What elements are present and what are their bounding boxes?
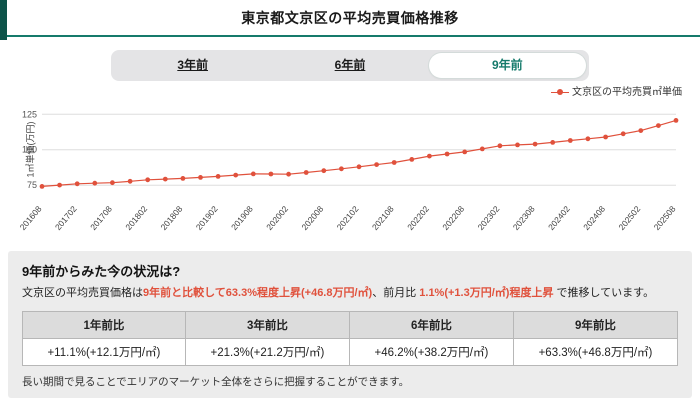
data-point[interactable]: 201611: 75.1 xyxy=(57,182,62,188)
data-point[interactable]: 201811: 80.5 xyxy=(198,175,203,180)
svg-text:201808: 201808 xyxy=(159,204,185,232)
data-point[interactable]: 202111: 93.2 xyxy=(409,157,415,162)
legend-line-dot-icon xyxy=(551,88,569,96)
price-trend-chart: 75 100 125 201608: 74.2 201611: 75.1 201702: … xyxy=(18,109,679,232)
svg-text:75: 75 xyxy=(27,180,37,190)
data-point[interactable]: 202408: 109 xyxy=(603,134,608,140)
data-point[interactable]: 201905: 82.1 xyxy=(233,172,239,178)
summary-seg-em: 1.1% xyxy=(419,287,445,299)
summary-seg-em: 9年前と比較して63.3%程度上昇 xyxy=(143,287,301,299)
svg-text:100: 100 xyxy=(22,145,37,155)
svg-text:201802: 201802 xyxy=(123,204,149,232)
data-point[interactable]: 202305: 103.4 xyxy=(515,142,520,148)
data-point[interactable]: 201805: 79.3 xyxy=(162,176,168,182)
chart-legend[interactable]: 文京区の平均売買㎡単価 xyxy=(8,85,692,100)
svg-text:125: 125 xyxy=(22,109,37,119)
data-point[interactable]: 201708: 76.8 xyxy=(110,180,115,186)
data-point[interactable]: 202402: 106.5 xyxy=(567,138,573,143)
col-value-1y: +11.1%(+12.1万円/㎡) xyxy=(22,337,186,366)
page-header: 東京都文京区の平均売買価格推移 xyxy=(0,0,700,40)
data-point[interactable]: 202502: 113.5 xyxy=(638,128,644,133)
data-point[interactable]: 201911: 82.9 xyxy=(268,171,274,177)
data-point[interactable]: 202002: 82.8 xyxy=(286,171,291,177)
data-point[interactable]: 202208: 98.5 xyxy=(462,149,468,155)
col-header-3y: 3年前比 xyxy=(184,310,350,339)
svg-text:201708: 201708 xyxy=(88,204,114,232)
tab-3-years[interactable]: 3年前 xyxy=(177,58,208,72)
svg-text:201608: 201608 xyxy=(18,204,44,232)
data-point[interactable]: 201802: 78.8 xyxy=(145,177,151,183)
data-point[interactable]: 202505: 117 xyxy=(656,123,661,128)
svg-text:202202: 202202 xyxy=(405,204,431,232)
svg-text:202408: 202408 xyxy=(581,204,607,232)
data-point[interactable]: 202211: 100.6 xyxy=(479,146,485,152)
svg-text:202308: 202308 xyxy=(511,204,537,232)
svg-text:202208: 202208 xyxy=(440,204,466,232)
svg-text:202102: 202102 xyxy=(335,204,361,232)
chart-section: 文京区の平均売買㎡単価 1㎡単価(万円) 75 100 125 201608: 74.… xyxy=(8,85,692,247)
trend-line xyxy=(41,119,677,187)
tab-6-years[interactable]: 6年前 xyxy=(334,58,366,72)
data-point[interactable]: 201705: 76.4 xyxy=(92,180,98,186)
data-point[interactable]: 201908: 83 xyxy=(250,171,256,177)
data-point[interactable]: 202508: 120.7 xyxy=(673,118,679,123)
svg-text:201908: 201908 xyxy=(229,204,255,232)
page-title: 東京都文京区の平均売買価格推移 xyxy=(241,10,459,26)
svg-text:202502: 202502 xyxy=(616,204,642,232)
summary-seg-em: 程度上昇 xyxy=(509,287,554,299)
data-point[interactable]: 202405: 107.7 xyxy=(585,136,591,142)
data-point[interactable]: 202311: 105.2 xyxy=(550,140,556,145)
col-value-6y: +46.2%(+38.2万円/㎡) xyxy=(348,337,514,366)
legend-label: 文京区の平均売買㎡単価 xyxy=(572,87,682,98)
panel-note: 長い期間で見ることでエリアのマーケット全体をさらに把握することができます。 xyxy=(22,375,410,388)
svg-text:202302: 202302 xyxy=(476,204,502,232)
comparison-table-header-row: 1年前比 3年前比 6年前比 9年前比 xyxy=(22,310,679,339)
data-point[interactable]: 202302: 102.8 xyxy=(497,143,503,149)
col-header-6y: 6年前比 xyxy=(348,310,514,339)
data-point[interactable]: 202202: 95.5 xyxy=(427,153,432,159)
accent-corner-bar xyxy=(0,0,7,40)
svg-text:201702: 201702 xyxy=(53,204,79,232)
data-point[interactable]: 201902: 81.2 xyxy=(215,174,221,179)
svg-text:202108: 202108 xyxy=(370,204,396,232)
data-point[interactable]: 202102: 88 xyxy=(356,164,362,170)
summary-seg: で推移しています。 xyxy=(553,287,655,299)
col-value-3y: +21.3%(+21.2万円/㎡) xyxy=(184,337,350,366)
summary-seg: 文京区の平均売買価格は xyxy=(22,287,143,299)
col-header-1y: 1年前比 xyxy=(22,310,186,339)
svg-text:201902: 201902 xyxy=(194,204,220,232)
data-point[interactable]: 202011: 86.6 xyxy=(339,166,344,172)
data-point[interactable]: 202308: 104 xyxy=(532,141,538,147)
data-point[interactable]: 201702: 76 xyxy=(74,181,80,187)
summary-seg: 、前月比 xyxy=(372,287,420,299)
data-point[interactable]: 201711: 77.8 xyxy=(127,178,133,184)
data-point[interactable]: 202105: 89.5 xyxy=(374,162,379,167)
svg-text:202008: 202008 xyxy=(299,204,325,232)
summary-seg-em: (+1.3万円/㎡) xyxy=(444,287,510,299)
data-point[interactable]: 202005: 84 xyxy=(303,170,309,175)
col-header-9y: 9年前比 xyxy=(512,310,679,339)
tab-9-years[interactable]: 9年前 xyxy=(428,53,586,78)
data-point[interactable]: 201808: 79.8 xyxy=(180,176,186,181)
data-point[interactable]: 202205: 97 xyxy=(444,151,450,157)
summary-seg-em: (+46.8万円/㎡) xyxy=(300,287,373,299)
svg-text:202508: 202508 xyxy=(652,204,678,232)
data-point[interactable]: 202008: 85.2 xyxy=(321,168,327,174)
comparison-table-value-row: +11.1%(+12.1万円/㎡) +21.3%(+21.2万円/㎡) +46.… xyxy=(22,337,679,366)
summary-heading: 9年前からみた今の状況は? xyxy=(22,264,181,279)
y-axis-title: 1㎡単価(万円) xyxy=(25,121,36,178)
col-value-9y: +63.3%(+46.8万円/㎡) xyxy=(512,337,679,366)
data-point[interactable]: 202108: 91 xyxy=(391,160,397,165)
comparison-table: 1年前比 3年前比 6年前比 9年前比 +11.1%(+12.1万円/㎡) +2… xyxy=(22,310,679,366)
data-point[interactable]: 202411: 111.2 xyxy=(620,131,626,137)
summary-text: 文京区の平均売買価格は9年前と比較して63.3%程度上昇(+46.8万円/㎡)、… xyxy=(22,286,678,302)
svg-text:202402: 202402 xyxy=(546,204,572,232)
data-point[interactable]: 201608: 74.2 xyxy=(39,184,45,189)
period-tabs: 3年前 6年前 9年前 xyxy=(111,50,589,81)
svg-text:202002: 202002 xyxy=(264,204,290,232)
summary-panel: 9年前からみた今の状況は? 文京区の平均売買価格は9年前と比較して63.3%程度… xyxy=(8,251,692,398)
